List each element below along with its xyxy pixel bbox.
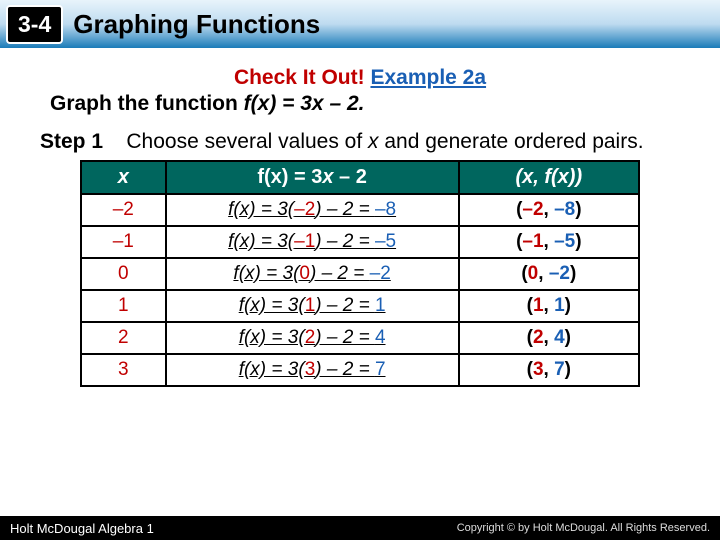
step-line: Step 1 Choose several values of x and ge… bbox=[40, 130, 680, 154]
cell-pair: (1, 1) bbox=[459, 290, 639, 322]
cell-pair: (–1, –5) bbox=[459, 226, 639, 258]
cell-x: 2 bbox=[81, 322, 166, 354]
step-xvar: x bbox=[368, 130, 379, 153]
table-header-row: x f(x) = 3x – 2 (x, f(x)) bbox=[81, 161, 639, 194]
check-label: Check It Out! bbox=[234, 66, 365, 89]
cell-x: 0 bbox=[81, 258, 166, 290]
example-label: Example 2a bbox=[370, 66, 486, 89]
cell-x: –2 bbox=[81, 194, 166, 226]
table-row: 2f(x) = 3(2) – 2 = 4(2, 4) bbox=[81, 322, 639, 354]
cell-fx: f(x) = 3(1) – 2 = 1 bbox=[166, 290, 459, 322]
footer: Holt McDougal Algebra 1 Copyright © by H… bbox=[0, 516, 720, 540]
th-x: x bbox=[81, 161, 166, 194]
th-pair: (x, f(x)) bbox=[459, 161, 639, 194]
table-row: 1f(x) = 3(1) – 2 = 1(1, 1) bbox=[81, 290, 639, 322]
content: Check It Out! Example 2a Graph the funct… bbox=[0, 48, 720, 387]
table-row: 3f(x) = 3(3) – 2 = 7(3, 7) bbox=[81, 354, 639, 386]
function-table: x f(x) = 3x – 2 (x, f(x)) –2f(x) = 3(–2)… bbox=[80, 160, 640, 387]
step-text2: and generate ordered pairs. bbox=[379, 130, 644, 153]
footer-left: Holt McDougal Algebra 1 bbox=[10, 521, 154, 536]
cell-fx: f(x) = 3(3) – 2 = 7 bbox=[166, 354, 459, 386]
cell-x: 3 bbox=[81, 354, 166, 386]
header-bar: 3-4 Graphing Functions bbox=[0, 0, 720, 48]
cell-pair: (0, –2) bbox=[459, 258, 639, 290]
table-row: 0f(x) = 3(0) – 2 = –2(0, –2) bbox=[81, 258, 639, 290]
header-title: Graphing Functions bbox=[73, 9, 320, 40]
prompt-pre: Graph the function bbox=[50, 92, 244, 115]
cell-x: 1 bbox=[81, 290, 166, 322]
cell-pair: (3, 7) bbox=[459, 354, 639, 386]
cell-x: –1 bbox=[81, 226, 166, 258]
prompt-fn: f(x) = 3x – 2. bbox=[244, 92, 365, 115]
cell-fx: f(x) = 3(–1) – 2 = –5 bbox=[166, 226, 459, 258]
cell-fx: f(x) = 3(–2) – 2 = –8 bbox=[166, 194, 459, 226]
prompt: Graph the function f(x) = 3x – 2. bbox=[50, 92, 680, 116]
check-it-out-line: Check It Out! Example 2a bbox=[40, 66, 680, 90]
cell-fx: f(x) = 3(0) – 2 = –2 bbox=[166, 258, 459, 290]
table-row: –1f(x) = 3(–1) – 2 = –5(–1, –5) bbox=[81, 226, 639, 258]
step-text1: Choose several values of bbox=[126, 130, 368, 153]
footer-right: Copyright © by Holt McDougal. All Rights… bbox=[457, 522, 710, 534]
step-label: Step 1 bbox=[40, 130, 103, 153]
table-row: –2f(x) = 3(–2) – 2 = –8(–2, –8) bbox=[81, 194, 639, 226]
cell-pair: (–2, –8) bbox=[459, 194, 639, 226]
cell-fx: f(x) = 3(2) – 2 = 4 bbox=[166, 322, 459, 354]
cell-pair: (2, 4) bbox=[459, 322, 639, 354]
th-fx: f(x) = 3x – 2 bbox=[166, 161, 459, 194]
section-badge: 3-4 bbox=[6, 5, 63, 44]
